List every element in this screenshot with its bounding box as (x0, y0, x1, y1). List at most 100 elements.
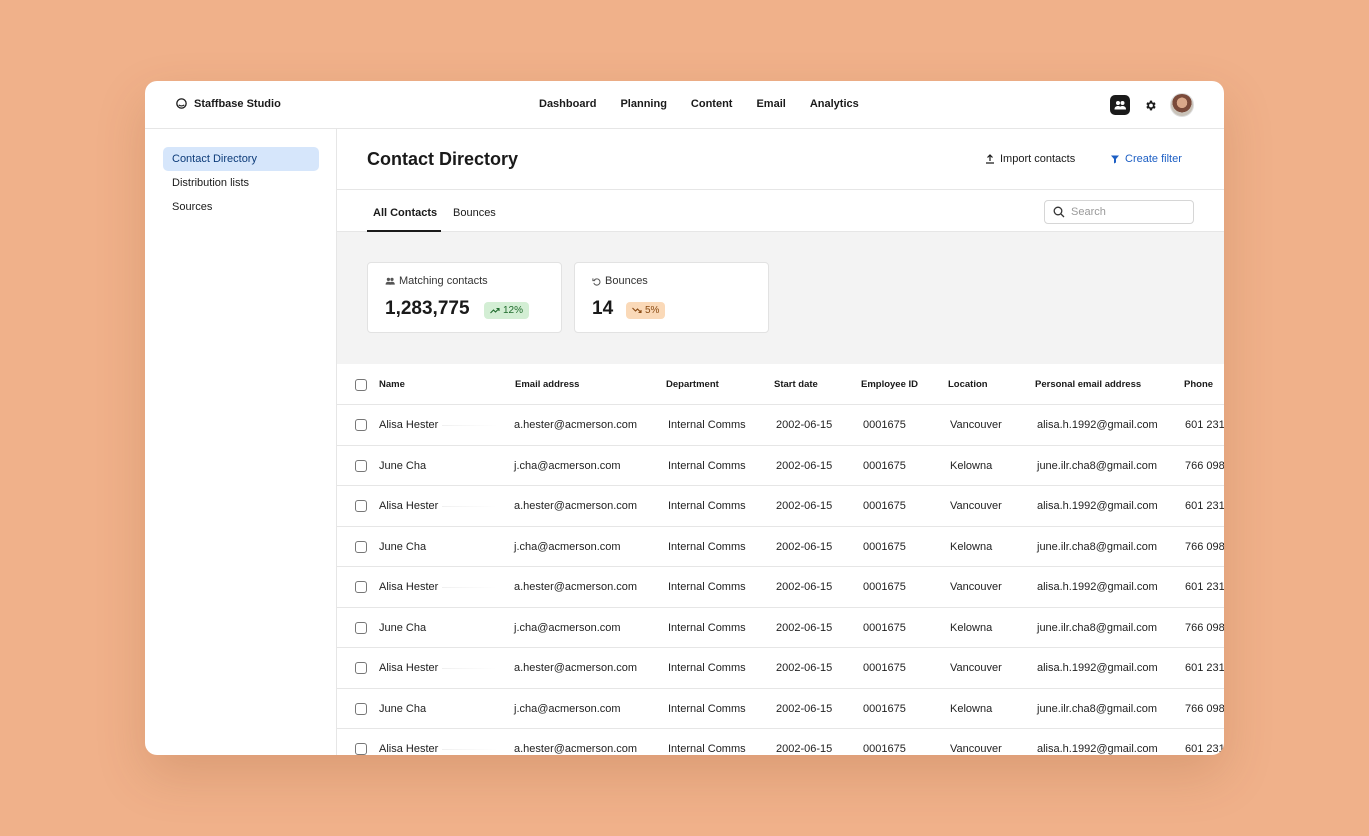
import-contacts-button[interactable]: Import contacts (985, 153, 1075, 165)
table-row[interactable]: June Cha j.cha@acmerson.com Internal Comms… (337, 446, 1224, 486)
row-checkbox[interactable] (355, 662, 367, 674)
cell-email: j.cha@acmerson.com (514, 702, 621, 715)
page-title: Contact Directory (367, 149, 519, 169)
sidebar-item-sources[interactable]: Sources (172, 201, 213, 213)
column-header-personal-email[interactable]: Personal email address (1035, 379, 1142, 390)
filter-icon (1111, 155, 1119, 164)
column-header-department[interactable]: Department (666, 379, 719, 390)
cell-department: Internal Comms (668, 662, 746, 674)
cell-start-date: 2002-06-15 (776, 662, 833, 674)
cell-email: a.hester@acmerson.com (514, 743, 638, 755)
row-checkbox[interactable] (355, 581, 367, 593)
matching-change-badge: 12% (484, 302, 530, 319)
cell-location: Kelowna (950, 621, 993, 634)
select-all-checkbox[interactable] (355, 379, 367, 391)
cell-personal-email: june.ilr.cha8@gmail.com (1037, 459, 1157, 472)
stats-area: Matching contacts 1,283,775 12% Bounce (337, 232, 1224, 364)
nav-item-planning[interactable]: Planning (620, 98, 667, 110)
bounces-label: Bounces (605, 275, 648, 287)
cell-email: j.cha@acmerson.com (514, 459, 621, 472)
column-header-phone[interactable]: Phone (1184, 379, 1214, 390)
nav-item-dashboard[interactable]: Dashboard (539, 98, 597, 110)
cell-personal-email: alisa.h.1992@gmail.com (1037, 581, 1158, 593)
table-row[interactable]: Alisa Hester a.hester@acmerson.com Interna… (337, 405, 1224, 446)
cell-personal-email: june.ilr.cha8@gmail.com (1037, 702, 1157, 715)
table-row[interactable]: Alisa Hester a.hester@acmerson.com Interna… (337, 567, 1224, 608)
search-input[interactable] (1071, 206, 1181, 218)
matching-contacts-card: Matching contacts 1,283,775 12% (367, 262, 562, 333)
cell-start-date: 2002-06-15 (776, 540, 833, 553)
row-checkbox[interactable] (355, 459, 367, 472)
settings-button[interactable] (1142, 97, 1158, 113)
cell-name: June Cha (379, 459, 427, 472)
cell-personal-email: alisa.h.1992@gmail.com (1037, 500, 1158, 512)
cell-employee-id: 0001675 (863, 581, 906, 593)
sidebar-item-contact-directory[interactable]: Contact Directory (163, 147, 319, 171)
row-checkbox[interactable] (355, 540, 367, 553)
table-row[interactable]: Alisa Hester a.hester@acmerson.com Interna… (337, 486, 1224, 527)
cell-personal-email: alisa.h.1992@gmail.com (1037, 662, 1158, 674)
cell-email: j.cha@acmerson.com (514, 621, 621, 634)
bounces-value: 14 (592, 298, 614, 319)
matching-contacts-label: Matching contacts (399, 275, 488, 287)
tab-all-contacts[interactable]: All Contacts (373, 207, 438, 219)
cell-phone: 601 231 (1185, 581, 1224, 593)
row-checkbox[interactable] (355, 500, 367, 512)
nav-item-email[interactable]: Email (756, 98, 786, 110)
nav-item-content[interactable]: Content (690, 98, 733, 110)
cell-department: Internal Comms (668, 621, 746, 634)
cell-name: Alisa Hester (379, 662, 439, 674)
tab-bounces[interactable]: Bounces (453, 207, 496, 219)
bounces-heading: Bounces (592, 275, 648, 287)
sidebar-item-distribution-lists[interactable]: Distribution lists (172, 177, 250, 189)
cell-name: Alisa Hester (379, 743, 439, 755)
cell-department: Internal Comms (668, 581, 746, 593)
column-header-employee-id[interactable]: Employee ID (861, 379, 919, 390)
column-header-name[interactable]: Name (379, 379, 405, 390)
divider (442, 506, 497, 507)
brand[interactable]: Staffbase Studio (175, 97, 281, 110)
table-row[interactable]: June Cha j.cha@acmerson.com Internal Comms… (337, 608, 1224, 648)
row-checkbox[interactable] (355, 743, 367, 755)
cell-name: Alisa Hester (379, 500, 439, 512)
cell-start-date: 2002-06-15 (776, 581, 833, 593)
cell-department: Internal Comms (668, 743, 746, 755)
bounce-icon (592, 277, 601, 286)
cell-phone: 601 231 (1185, 743, 1224, 755)
create-filter-button[interactable]: Create filter (1110, 153, 1182, 165)
row-checkbox[interactable] (355, 621, 367, 634)
cell-name: June Cha (379, 540, 427, 553)
cell-location: Vancouver (950, 419, 1002, 431)
cell-start-date: 2002-06-15 (776, 621, 833, 634)
table-row[interactable]: June Cha j.cha@acmerson.com Internal Comms… (337, 527, 1224, 567)
table-body: Alisa Hester a.hester@acmerson.com Interna… (337, 405, 1224, 755)
row-checkbox[interactable] (355, 702, 367, 715)
column-header-email[interactable]: Email address (515, 379, 580, 390)
cell-employee-id: 0001675 (863, 500, 906, 512)
table-row[interactable]: Alisa Hester a.hester@acmerson.com Interna… (337, 729, 1224, 755)
nav-item-analytics[interactable]: Analytics (809, 98, 859, 110)
cell-location: Vancouver (950, 743, 1002, 755)
brand-name: Staffbase Studio (194, 97, 281, 110)
cell-phone: 601 231 (1185, 662, 1224, 674)
cell-name: Alisa Hester (379, 419, 439, 431)
divider (442, 749, 497, 750)
cell-location: Kelowna (950, 540, 993, 553)
cell-location: Kelowna (950, 702, 993, 715)
table-header-row: Name Email address Department Start date… (337, 364, 1224, 405)
column-header-location[interactable]: Location (948, 379, 988, 390)
row-checkbox[interactable] (355, 419, 367, 431)
search-box[interactable] (1044, 200, 1194, 224)
cell-start-date: 2002-06-15 (776, 500, 833, 512)
cell-personal-email: alisa.h.1992@gmail.com (1037, 743, 1158, 755)
cell-phone: 601 231 (1185, 500, 1224, 512)
cell-email: a.hester@acmerson.com (514, 662, 638, 674)
cell-start-date: 2002-06-15 (776, 419, 833, 431)
contacts-button[interactable] (1110, 95, 1130, 115)
column-header-start-date[interactable]: Start date (774, 379, 818, 390)
table-row[interactable]: June Cha j.cha@acmerson.com Internal Comms… (337, 689, 1224, 729)
avatar[interactable] (1170, 93, 1194, 117)
table-row[interactable]: Alisa Hester a.hester@acmerson.com Interna… (337, 648, 1224, 689)
cell-employee-id: 0001675 (863, 621, 906, 634)
cell-start-date: 2002-06-15 (776, 743, 833, 755)
